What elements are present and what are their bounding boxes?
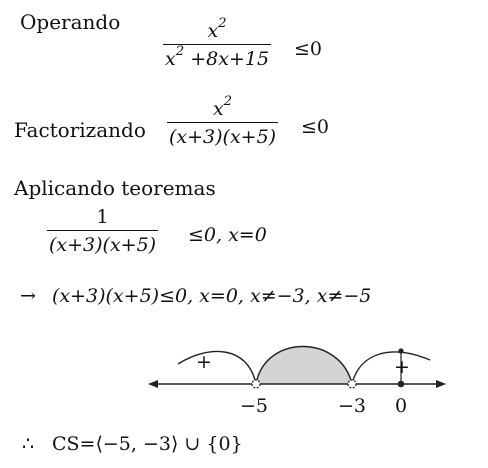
step4-expression: (x+3)(x+5)≤0, x=0, x≠−3, x≠−5 xyxy=(52,285,372,307)
sign-left: + xyxy=(196,351,212,373)
fraction-bar xyxy=(47,230,159,231)
step2-numerator: x2 xyxy=(212,94,233,120)
step1-fraction: x2 x2 +8x+15 xyxy=(163,16,272,70)
implication-arrow: → xyxy=(20,285,36,307)
step2-label: Factorizando xyxy=(14,118,146,142)
tick-label-minus3: −3 xyxy=(338,395,367,417)
axis-arrow-left xyxy=(148,380,158,388)
step3-denominator: (x+3)(x+5) xyxy=(49,234,157,256)
sign-arc-right xyxy=(351,351,431,385)
step3-label: Aplicando teoremas xyxy=(14,176,216,200)
fraction-bar xyxy=(167,122,279,123)
sign-arc-middle xyxy=(255,345,353,385)
step1-numerator: x2 xyxy=(207,16,227,42)
axis-arrow-right xyxy=(436,380,446,388)
step2-denominator: (x+3)(x+5) xyxy=(169,126,277,148)
step1-label: Operando xyxy=(20,10,121,34)
shaded-interval xyxy=(256,346,352,384)
step2-fraction: x2 (x+3)(x+5) xyxy=(167,94,279,148)
solution-set: CS=⟨−5, −3⟩ ∪ {0} xyxy=(52,433,243,455)
step3-fraction: 1 (x+3)(x+5) xyxy=(47,206,159,256)
tick-label-minus5: −5 xyxy=(240,395,269,417)
closed-point-zero xyxy=(397,380,405,388)
tick-label-zero: 0 xyxy=(395,395,408,417)
step2-relation: ≤0 xyxy=(301,116,330,138)
step1-relation: ≤0 xyxy=(294,38,323,60)
therefore-symbol: ∴ xyxy=(22,433,35,455)
fraction-bar xyxy=(163,44,272,45)
step3-relation: ≤0, x=0 xyxy=(188,224,267,246)
step1-denominator: x2 +8x+15 xyxy=(165,44,270,70)
closed-point-zero-top xyxy=(398,348,404,354)
open-point-minus5 xyxy=(251,379,261,389)
open-point-minus3 xyxy=(347,379,357,389)
sign-right: + xyxy=(394,356,410,378)
step3-numerator: 1 xyxy=(96,206,109,228)
sign-arc-left xyxy=(177,350,257,385)
